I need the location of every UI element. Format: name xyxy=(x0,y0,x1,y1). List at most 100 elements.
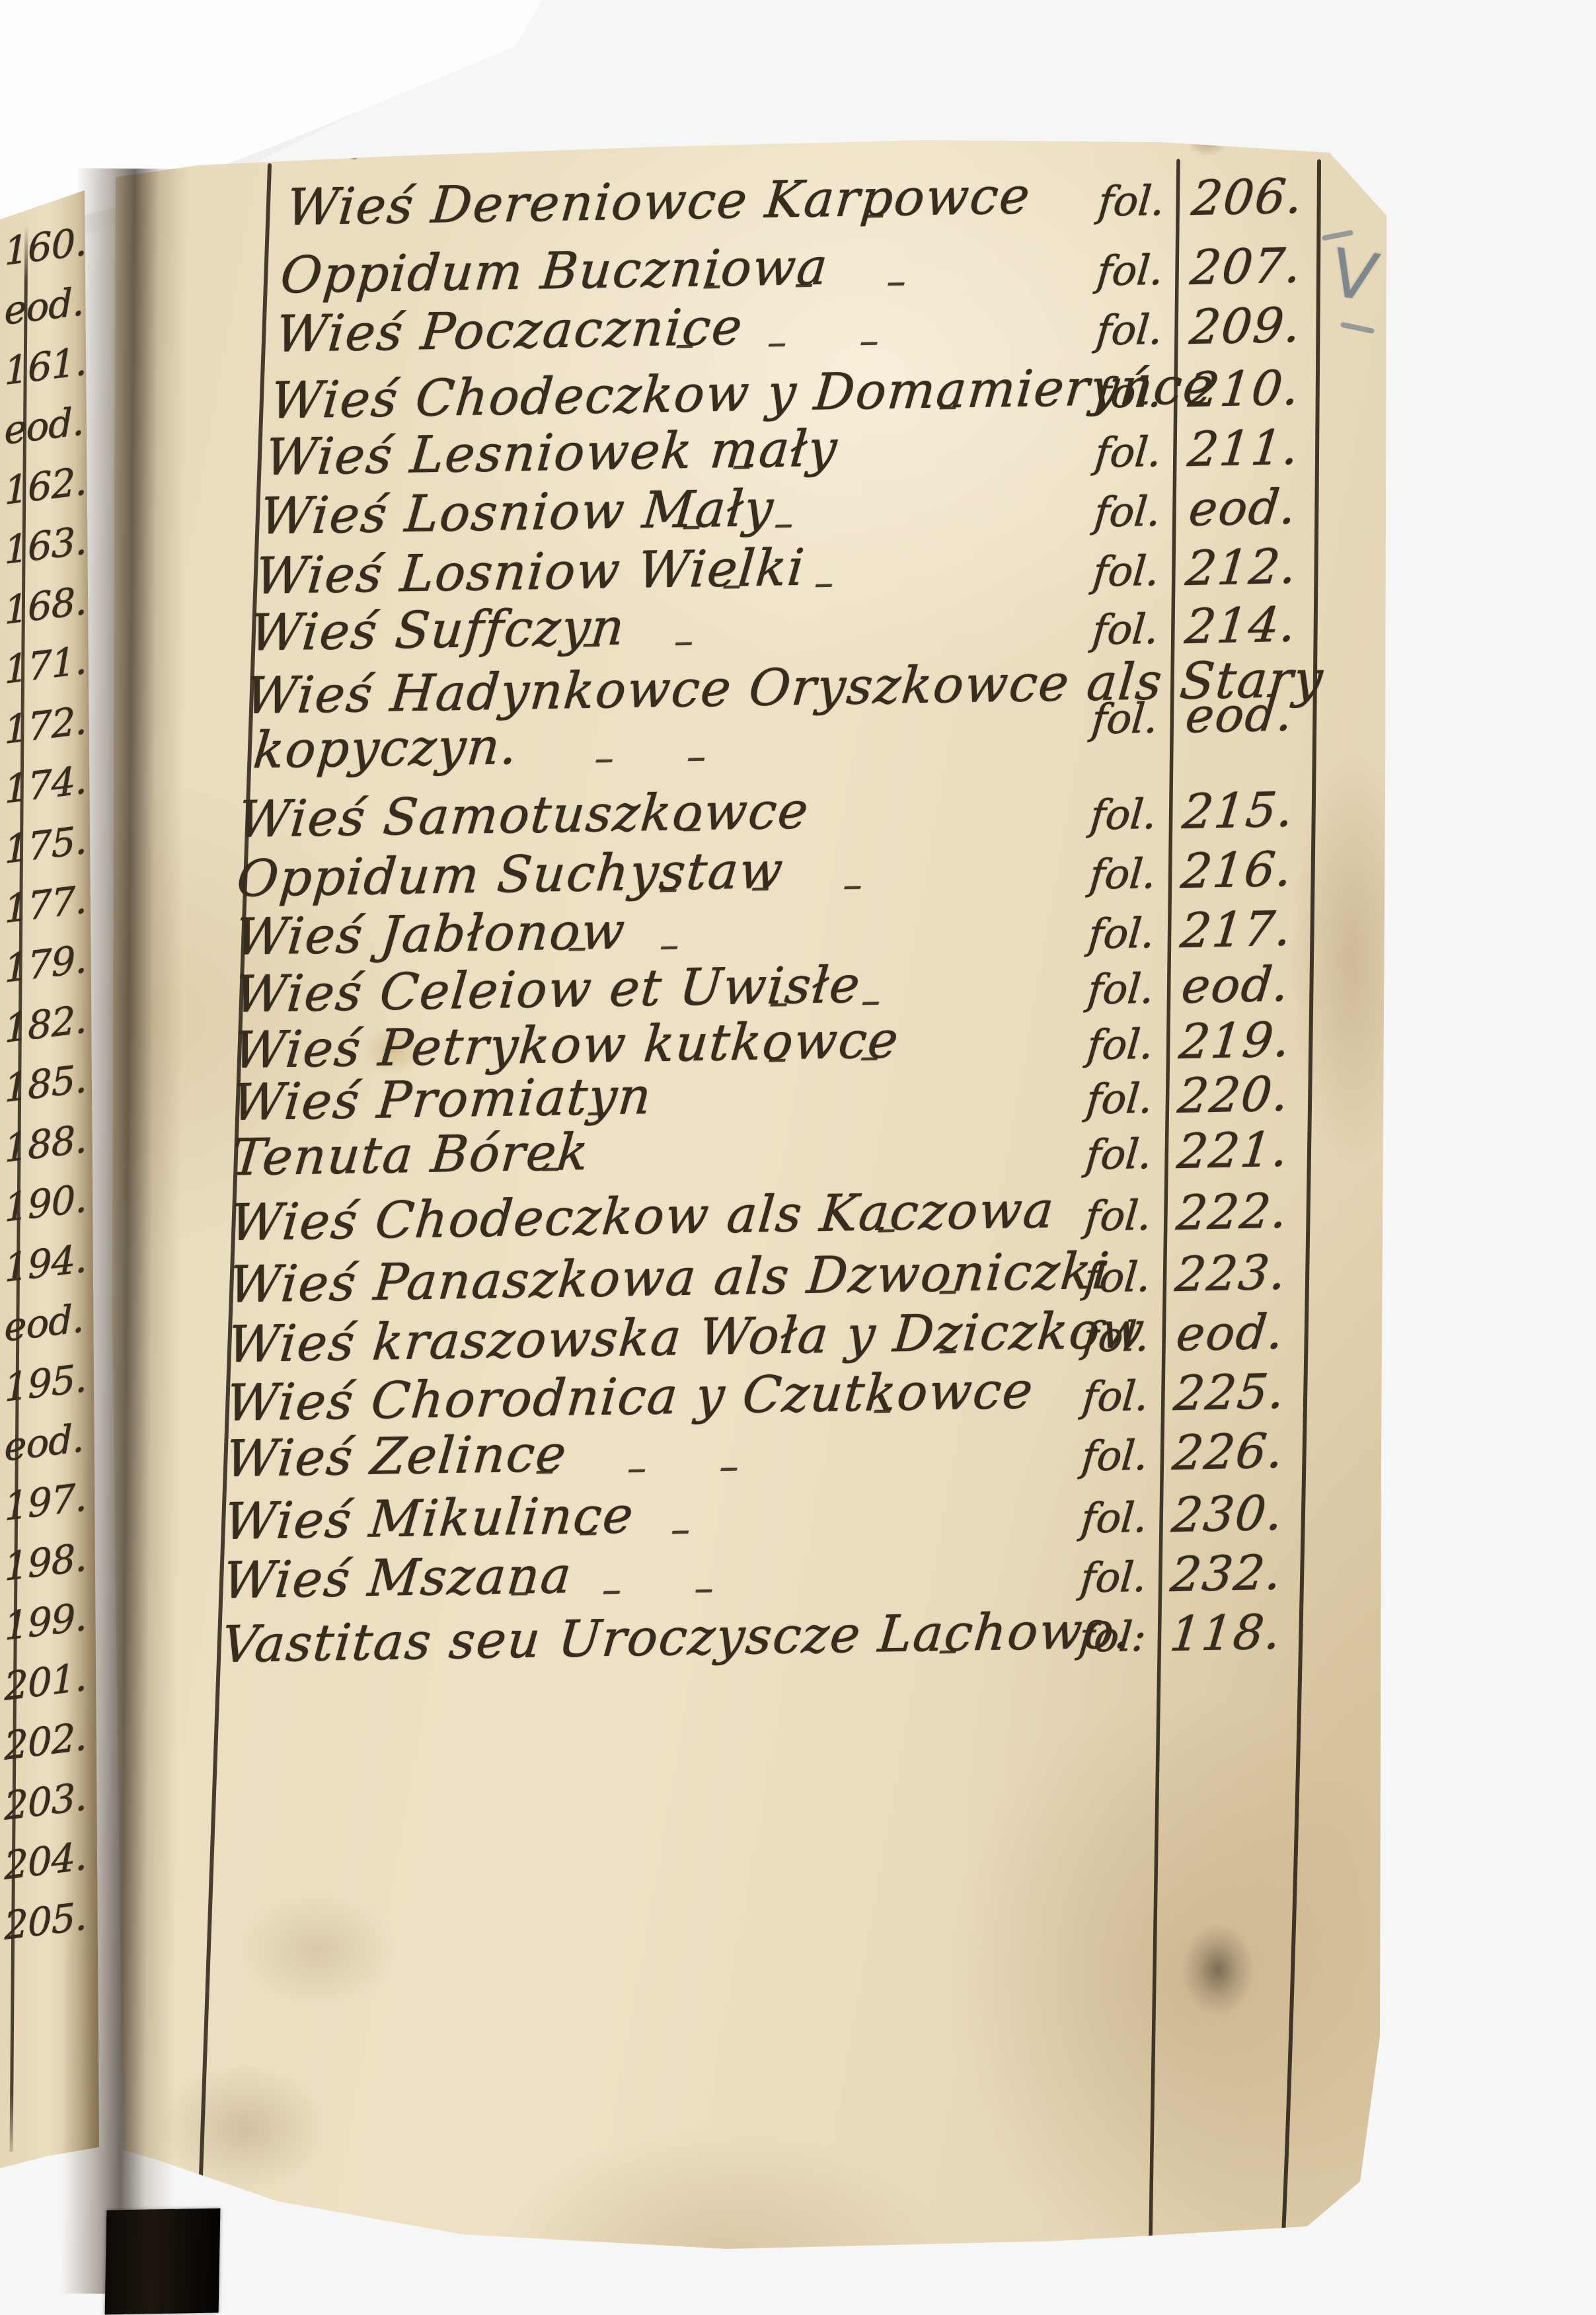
entry-folio-number: 221. xyxy=(1174,1121,1292,1179)
entry-fol-label: fol. xyxy=(1083,1129,1155,1179)
entry-fol-label: fol. xyxy=(1081,1371,1151,1421)
entry-fol-label: fol. xyxy=(1087,849,1158,899)
entry-folio-number: 210. xyxy=(1186,360,1304,418)
entry-fol-label: fol. xyxy=(1079,1431,1151,1481)
entry-fol-label: fol. xyxy=(1090,604,1161,654)
entry-dash-fill: – – xyxy=(580,617,726,665)
entry-folio-number: eod. xyxy=(1174,1304,1287,1362)
entry-fol-label: fol. xyxy=(1096,176,1166,226)
marginal-folio-number: 203. xyxy=(3,1774,87,1829)
marginal-folio-number: 188. xyxy=(3,1116,87,1171)
bookmark-ribbon xyxy=(104,2208,221,2315)
marginal-folio-number: 190. xyxy=(3,1175,87,1231)
entry-name: Wieś Hadynkowce Oryszkowce als Stary xyxy=(243,649,1327,725)
marginal-folio-number: 195. xyxy=(3,1355,87,1411)
entry-fol-label: fol: xyxy=(1077,1612,1148,1662)
entry-folio-number: 215. xyxy=(1180,781,1297,840)
entry-folio-number: 226. xyxy=(1170,1423,1287,1481)
entry-fol-label: fol. xyxy=(1092,487,1162,537)
marginal-folio-number: 174. xyxy=(3,757,87,812)
marginal-folio-number: 172. xyxy=(3,697,87,753)
entry-name: Wieś Suffczyn xyxy=(248,597,628,662)
entry-fol-label: fol. xyxy=(1086,908,1157,959)
stain-speck xyxy=(1137,93,1171,119)
entry-folio-number: 217. xyxy=(1178,900,1295,959)
entry-folio-number: 209. xyxy=(1187,297,1305,355)
entry-folio-number: 232. xyxy=(1168,1544,1286,1602)
marginal-folio-number: 163. xyxy=(3,518,87,573)
marginal-folio-number: 202. xyxy=(3,1713,87,1769)
entry-folio-number: 212. xyxy=(1183,538,1301,596)
entry-dash-fill: – – – xyxy=(533,1443,771,1492)
entry-fol-label: fol. xyxy=(1082,1252,1153,1302)
marginal-folio-number: 205. xyxy=(3,1893,87,1949)
entry-name: Tenuta Bórek xyxy=(229,1122,592,1187)
marginal-folio-number: 194. xyxy=(3,1236,87,1291)
entry-fol-label: fol. xyxy=(1086,964,1157,1014)
marginal-folio-number: 160. xyxy=(3,219,87,274)
marginal-folio-number: 197. xyxy=(3,1474,87,1530)
entry-folio-number: 211. xyxy=(1185,419,1303,477)
entry-dash-fill: – xyxy=(585,1087,639,1134)
marginal-folio-number: 198. xyxy=(3,1534,87,1590)
entry-folio-number: eod. xyxy=(1179,956,1293,1014)
marginal-folio-number: eod. xyxy=(3,398,85,453)
entry-fol-label: fol. xyxy=(1095,245,1166,295)
entry-dash-fill: – xyxy=(936,1626,991,1672)
marginal-folio-number: eod. xyxy=(3,1295,85,1351)
entry-name-line2: kopyczyn. xyxy=(250,716,521,780)
previous-page-edge: 160. eod. 161. eod. 162. 163. 168. 171. 172. 174.… xyxy=(0,190,99,2168)
entry-folio-number: eod. xyxy=(1186,479,1300,537)
marginal-folio-number: eod. xyxy=(3,278,85,334)
marginal-folio-number: 185. xyxy=(3,1056,87,1111)
entry-dash-fill: – xyxy=(539,1143,593,1189)
entry-name: Wieś Mikulince xyxy=(221,1485,637,1551)
entry-fol-label: fol. xyxy=(1083,1191,1154,1241)
marginal-folio-number: 204. xyxy=(3,1833,87,1889)
entry-name: Wieś Chodeczkow als Kaczowa xyxy=(227,1180,1057,1252)
entry-fol-label: fol. xyxy=(1084,1074,1155,1124)
entry-folio-number: 223. xyxy=(1172,1244,1291,1302)
marginal-folio-number: 175. xyxy=(3,817,87,873)
entry-folio-number: 207. xyxy=(1188,237,1305,295)
marginal-folio-number: 162. xyxy=(3,458,87,514)
entry-fol-label: fol. xyxy=(1092,427,1164,477)
marginal-folio-number: 201. xyxy=(3,1654,87,1709)
entry-fol-label: fol. xyxy=(1079,1493,1150,1543)
marginal-folio-number: 161. xyxy=(3,338,87,394)
entry-dash-fill: – – – xyxy=(657,861,895,910)
marginal-folio-number: 171. xyxy=(3,637,87,693)
entry-dash-fill: – – xyxy=(720,559,866,607)
entry-dash-fill: – xyxy=(936,381,991,428)
marginal-folio-number: 177. xyxy=(3,877,87,932)
entry-dash-fill: – – – xyxy=(673,317,911,366)
entry-folio-number: 219. xyxy=(1176,1011,1294,1070)
entry-folio-number: 216. xyxy=(1179,841,1297,899)
entry-fol-label: fol. xyxy=(1094,305,1165,355)
entry-fol-label: fol. xyxy=(1081,1312,1152,1362)
entry-fol-label: fol. xyxy=(1078,1552,1149,1602)
entry-fol-label: fol. xyxy=(1091,546,1162,596)
entry-dash-fill: – – xyxy=(576,1506,723,1553)
entry-name: Wieś Dereniowce Karpowce xyxy=(284,166,1034,237)
entry-fol-label: fol. xyxy=(1093,368,1164,418)
entry-dash-fill: – – xyxy=(592,733,739,781)
entry-fol-label: fol. xyxy=(1088,789,1159,840)
entry-folio-number: 214. xyxy=(1182,596,1300,654)
entry-fol-label: fol. xyxy=(1089,693,1160,744)
entry-name: Wieś Zelince xyxy=(223,1423,570,1489)
entry-dash-fill: – xyxy=(864,190,918,236)
entry-name: Vastitas seu Uroczyscze Lachowo. xyxy=(219,1600,1135,1674)
entry-dash-fill: – xyxy=(871,1385,925,1431)
entry-fol-label: fol. xyxy=(1085,1019,1156,1070)
marginal-folio-number: 182. xyxy=(3,996,87,1052)
entry-folio-number: 230. xyxy=(1169,1485,1287,1543)
marginal-folio-number: eod. xyxy=(3,1415,85,1470)
entry-folio-number: 118. xyxy=(1167,1604,1285,1662)
marginal-folio-number: 179. xyxy=(3,936,87,992)
marginal-folio-number: 199. xyxy=(3,1594,87,1649)
entry-folio-number: eod. xyxy=(1183,686,1297,744)
